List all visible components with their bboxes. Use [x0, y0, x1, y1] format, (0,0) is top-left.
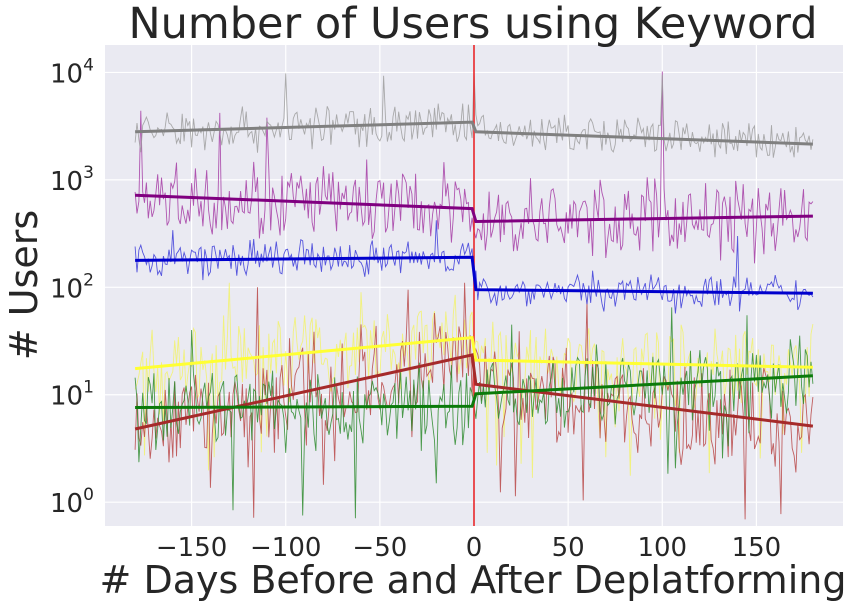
x-tick-label: −100 [250, 533, 321, 563]
trend-line [135, 193, 813, 224]
trend-line [135, 120, 813, 146]
x-tick-label: −150 [156, 533, 227, 563]
y-tick-label: 101 [50, 378, 94, 412]
x-tick-label: 100 [637, 533, 687, 563]
x-ticks: −150 −100 −50 0 50 100 150 [156, 533, 781, 563]
y-tick-label: 100 [50, 485, 94, 519]
x-tick-label: 50 [552, 533, 585, 563]
y-axis-label: # Users [2, 210, 46, 360]
trend-lines [134, 120, 814, 431]
y-tick-label: 103 [50, 163, 94, 197]
x-tick-label: 0 [466, 533, 483, 563]
y-tick-label: 104 [50, 55, 94, 89]
y-ticks: 100 101 102 103 104 [50, 55, 94, 519]
x-tick-label: −50 [352, 533, 407, 563]
trend-line [134, 353, 814, 431]
trend-line [135, 255, 813, 295]
trend-line [134, 335, 813, 371]
chart-title: Number of Users using Keyword [128, 0, 817, 49]
x-axis-label: # Days Before and After Deplatforming [100, 558, 847, 602]
x-tick-label: 150 [732, 533, 782, 563]
y-tick-label: 102 [50, 270, 94, 304]
trend-line [135, 374, 813, 409]
